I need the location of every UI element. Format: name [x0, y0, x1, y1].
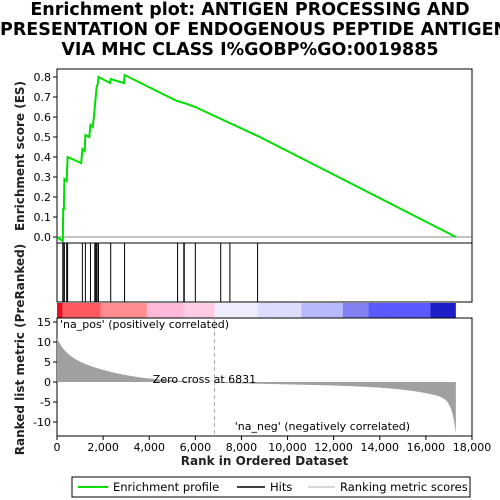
metric-y-tick-label: -10: [33, 416, 51, 429]
zero-cross-label: Zero cross at 6831: [153, 373, 256, 386]
x-tick-label: 14,000: [361, 441, 400, 454]
es-y-axis-label: Enrichment score (ES): [13, 81, 27, 231]
x-tick-label: 4,000: [133, 441, 165, 454]
metric-y-tick-label: 5: [44, 356, 51, 369]
es-panel: 0.0 0.1 0.2 0.3 0.4 0.5 0.6 0.7 0.8: [34, 68, 473, 244]
es-y-tick-label: 0.1: [34, 211, 52, 224]
rank-band-segment: [57, 303, 63, 318]
metric-y-tick-label: 15: [37, 316, 51, 329]
x-axis-label: Rank in Ordered Dataset: [181, 454, 349, 468]
hit-marks: [62, 243, 259, 302]
x-tick-label: 2,000: [87, 441, 119, 454]
rank-band-segment: [62, 303, 101, 318]
metric-y-tick-label: -5: [40, 396, 51, 409]
metric-panel: Zero cross at 6831 'na_pos' (positively …: [33, 316, 491, 454]
es-y-ticks: 0.0 0.1 0.2 0.3 0.4 0.5 0.6 0.7 0.8: [34, 71, 57, 244]
legend: Enrichment profile Hits Ranking metric s…: [71, 476, 471, 498]
metric-x-ticks: 0 2,000 4,000 6,000 8,000 10,000 12,000 14,000 1…: [54, 436, 492, 454]
es-y-tick-label: 0.0: [34, 231, 52, 244]
es-y-tick-label: 0.5: [34, 131, 52, 144]
rank-band-segment: [301, 303, 343, 318]
hits-panel: [56, 242, 473, 303]
rank-color-band: [57, 303, 456, 318]
x-tick-label: 8,000: [226, 441, 258, 454]
rank-band-segment: [183, 303, 215, 318]
es-y-tick-label: 0.8: [34, 71, 52, 84]
neg-label: 'na_neg' (negatively correlated): [235, 420, 410, 433]
es-y-tick-label: 0.4: [34, 151, 52, 164]
pos-label: 'na_pos' (positively correlated): [60, 318, 229, 331]
metric-area: [57, 338, 456, 434]
rank-band-segment: [368, 303, 431, 318]
es-y-tick-label: 0.2: [34, 191, 52, 204]
rank-band-segment: [146, 303, 184, 318]
legend-metric-text: Ranking metric scores: [340, 480, 468, 494]
rank-band-segment: [214, 303, 258, 318]
x-tick-label: 10,000: [268, 441, 307, 454]
x-tick-label: 0: [54, 441, 61, 454]
legend-hits-text: Hits: [270, 480, 292, 494]
metric-y-tick-label: 0: [44, 376, 51, 389]
rank-band-segment: [257, 303, 302, 318]
chart-title-line-1: Enrichment plot: ANTIGEN PROCESSING AND: [30, 0, 470, 20]
x-tick-label: 12,000: [314, 441, 353, 454]
chart-title-line-3: VIA MHC CLASS I%GOBP%GO:0019885: [61, 40, 439, 60]
hits-frame: [56, 242, 473, 303]
legend-es-text: Enrichment profile: [113, 480, 219, 494]
es-plot-frame: [56, 68, 473, 244]
x-tick-label: 16,000: [407, 441, 446, 454]
rank-band-segment: [342, 303, 369, 318]
es-y-tick-label: 0.7: [34, 91, 52, 104]
es-line: [56, 73, 457, 243]
x-tick-label: 6,000: [180, 441, 212, 454]
legend-box: [71, 476, 471, 498]
chart-title-line-2: PRESENTATION OF ENDOGENOUS PEPTIDE ANTIG…: [0, 20, 500, 40]
metric-y-ticks: 15 10 5 0 -5 -10: [33, 316, 57, 429]
rank-band-segment: [430, 303, 456, 318]
metric-y-axis-label: Ranked list metric (PreRanked): [13, 244, 27, 456]
rank-band-segment: [100, 303, 147, 318]
metric-y-tick-label: 10: [37, 336, 51, 349]
x-tick-label: 18,000: [453, 441, 492, 454]
chart-title: Enrichment plot: ANTIGEN PROCESSING AND …: [0, 0, 500, 60]
es-y-tick-label: 0.6: [34, 111, 52, 124]
es-y-tick-label: 0.3: [34, 171, 52, 184]
